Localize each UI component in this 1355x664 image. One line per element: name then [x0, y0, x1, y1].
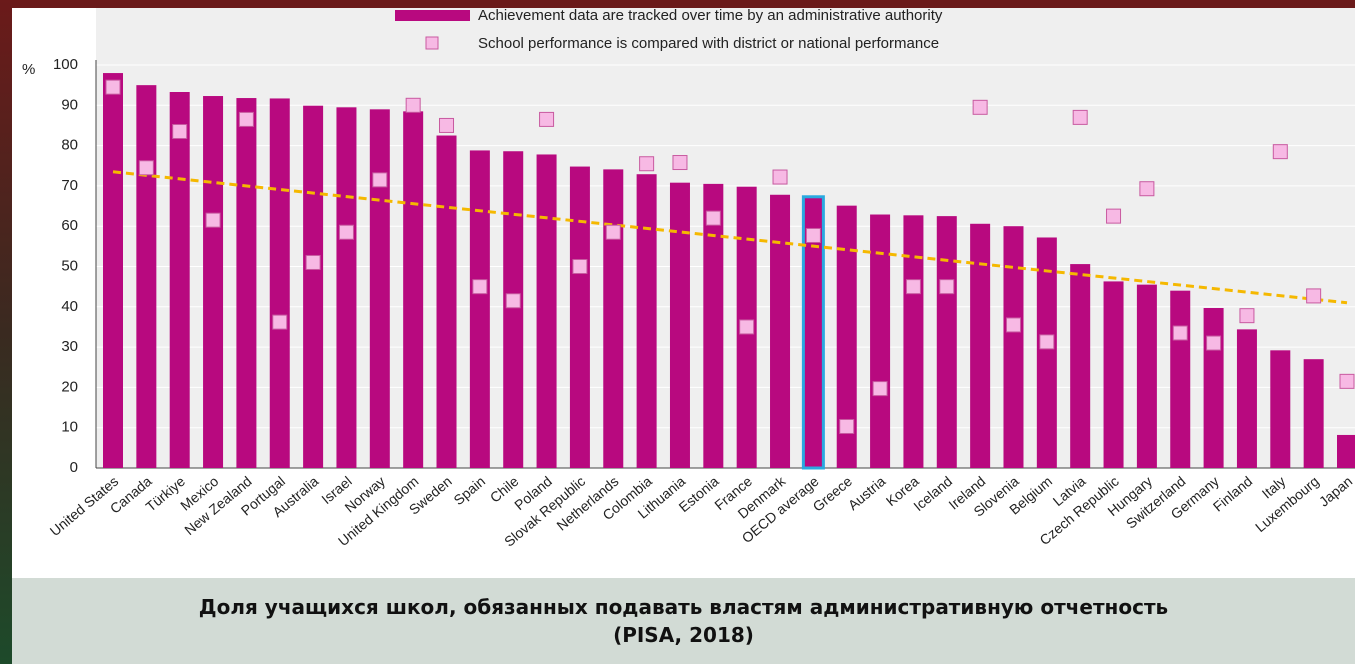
marker — [1206, 335, 1222, 351]
bar — [569, 166, 590, 468]
marker — [472, 279, 488, 295]
marker — [772, 169, 788, 185]
y-tick-label: 50 — [61, 257, 78, 274]
marker — [1005, 317, 1021, 333]
marker — [705, 210, 721, 226]
bar — [103, 73, 123, 468]
bar — [269, 98, 290, 468]
bar — [436, 135, 457, 468]
bar — [1203, 308, 1224, 468]
bar — [1270, 350, 1291, 468]
marker — [1106, 208, 1122, 224]
marker — [105, 79, 121, 95]
marker — [1172, 325, 1188, 341]
bar — [303, 105, 324, 468]
marker — [872, 381, 888, 397]
marker — [439, 117, 455, 133]
marker — [138, 160, 154, 176]
y-tick-label: 90 — [61, 96, 78, 113]
marker — [905, 279, 921, 295]
bar — [336, 107, 357, 468]
bar — [770, 194, 791, 469]
bar — [669, 182, 690, 468]
bar — [801, 195, 825, 470]
bar — [403, 111, 424, 468]
y-tick-label: 30 — [61, 338, 78, 355]
marker — [1306, 288, 1322, 304]
bar — [936, 216, 957, 468]
marker — [405, 97, 421, 113]
marker — [238, 111, 254, 127]
bar — [369, 109, 390, 468]
bar — [1236, 329, 1257, 468]
y-tick-label: 60 — [61, 217, 78, 234]
marker — [372, 172, 388, 188]
marker — [939, 279, 955, 295]
bar — [703, 183, 724, 468]
marker — [605, 224, 621, 240]
y-tick-label: 70 — [61, 177, 78, 194]
marker — [972, 99, 988, 115]
y-tick-label: 40 — [61, 298, 78, 315]
marker — [639, 156, 655, 172]
marker — [539, 111, 555, 127]
bar — [1303, 359, 1324, 468]
caption: Доля учащихся школ, обязанных подавать в… — [12, 578, 1355, 664]
marker — [1139, 181, 1155, 197]
marker — [1039, 334, 1055, 350]
marker — [839, 418, 855, 434]
marker — [272, 314, 288, 330]
bar — [1036, 237, 1057, 468]
legend-label: Achievement data are tracked over time b… — [478, 7, 943, 24]
bar — [1337, 434, 1355, 468]
bar — [1003, 226, 1024, 468]
marker — [505, 293, 521, 309]
marker — [1272, 144, 1288, 160]
marker — [805, 227, 821, 243]
trend-line — [112, 170, 1348, 305]
bar — [970, 223, 991, 468]
marker — [205, 212, 221, 228]
bar — [903, 215, 924, 468]
bar — [536, 154, 557, 468]
caption-line: (PISA, 2018) — [613, 623, 754, 647]
bar — [1136, 284, 1157, 468]
bar — [636, 174, 657, 468]
bar — [169, 92, 190, 468]
marker — [739, 319, 755, 335]
y-tick-label: 0 — [70, 459, 78, 476]
bar — [136, 85, 157, 469]
bar — [1103, 281, 1124, 468]
y-tick-label: 80 — [61, 137, 78, 154]
marker — [1072, 109, 1088, 125]
bar — [603, 169, 624, 468]
marker — [572, 259, 588, 274]
bar — [1070, 264, 1091, 468]
marker — [338, 224, 354, 240]
marker — [1339, 373, 1355, 389]
bar — [503, 151, 524, 468]
legend-label: School performance is compared with dist… — [478, 35, 939, 52]
bar — [870, 214, 891, 468]
legend-swatch — [425, 36, 439, 50]
bar — [236, 98, 257, 469]
y-tick-label: 100 — [53, 56, 78, 73]
y-tick-label: 20 — [61, 378, 78, 395]
marker — [1239, 308, 1255, 324]
marker — [305, 254, 321, 270]
y-tick-label: 10 — [61, 419, 78, 436]
marker — [672, 155, 688, 171]
caption-line: Доля учащихся школ, обязанных подавать в… — [198, 595, 1169, 619]
bar — [1170, 290, 1191, 468]
bar — [203, 96, 224, 468]
marker — [172, 123, 188, 139]
y-axis-label: % — [22, 61, 35, 78]
bar — [469, 150, 490, 468]
bar — [836, 205, 857, 468]
legend-swatch — [395, 10, 470, 21]
